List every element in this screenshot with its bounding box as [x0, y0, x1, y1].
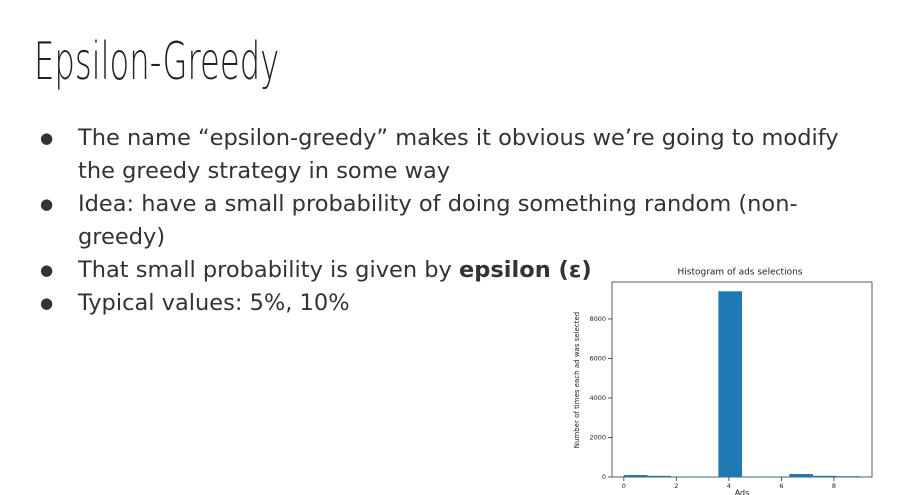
- y-tick-label: 2000: [589, 433, 606, 441]
- bar: [836, 476, 861, 477]
- bar: [812, 475, 837, 477]
- bar: [718, 291, 742, 477]
- bullet: Typical values: 5%, 10%: [40, 287, 870, 320]
- y-tick-label: 6000: [589, 354, 606, 362]
- bullet-bold: epsilon (ε): [459, 257, 592, 283]
- bullet-list: The name “epsilon-greedy” makes it obvio…: [40, 122, 870, 320]
- bullet-text: Idea: have a small probability of doing …: [78, 191, 798, 250]
- bar: [623, 475, 648, 477]
- bullet-text: The name “epsilon-greedy” makes it obvio…: [78, 125, 839, 184]
- y-tick-label: 4000: [589, 394, 606, 402]
- x-axis-label: Ads: [735, 489, 750, 495]
- bullet: Idea: have a small probability of doing …: [40, 188, 870, 254]
- bullet: That small probability is given by epsil…: [40, 254, 870, 287]
- y-tick-label: 8000: [589, 315, 606, 323]
- x-tick-label: 4: [727, 482, 731, 490]
- slide-title: Epsilon-Greedy: [34, 32, 280, 92]
- chart-title: Histogram of ads selections: [677, 268, 802, 278]
- bullet-text: Typical values: 5%, 10%: [78, 290, 350, 316]
- bar: [647, 475, 672, 477]
- y-tick-label: 0: [602, 473, 606, 481]
- bar: [789, 474, 813, 477]
- x-tick-label: 0: [622, 482, 626, 490]
- y-axis-label: Number of times each ad was selected: [573, 312, 581, 449]
- x-tick-label: 6: [779, 482, 783, 490]
- bullet-text: That small probability is given by: [78, 257, 452, 283]
- bullet: The name “epsilon-greedy” makes it obvio…: [40, 122, 870, 188]
- x-tick-label: 2: [674, 482, 678, 490]
- x-tick-label: 8: [832, 482, 836, 490]
